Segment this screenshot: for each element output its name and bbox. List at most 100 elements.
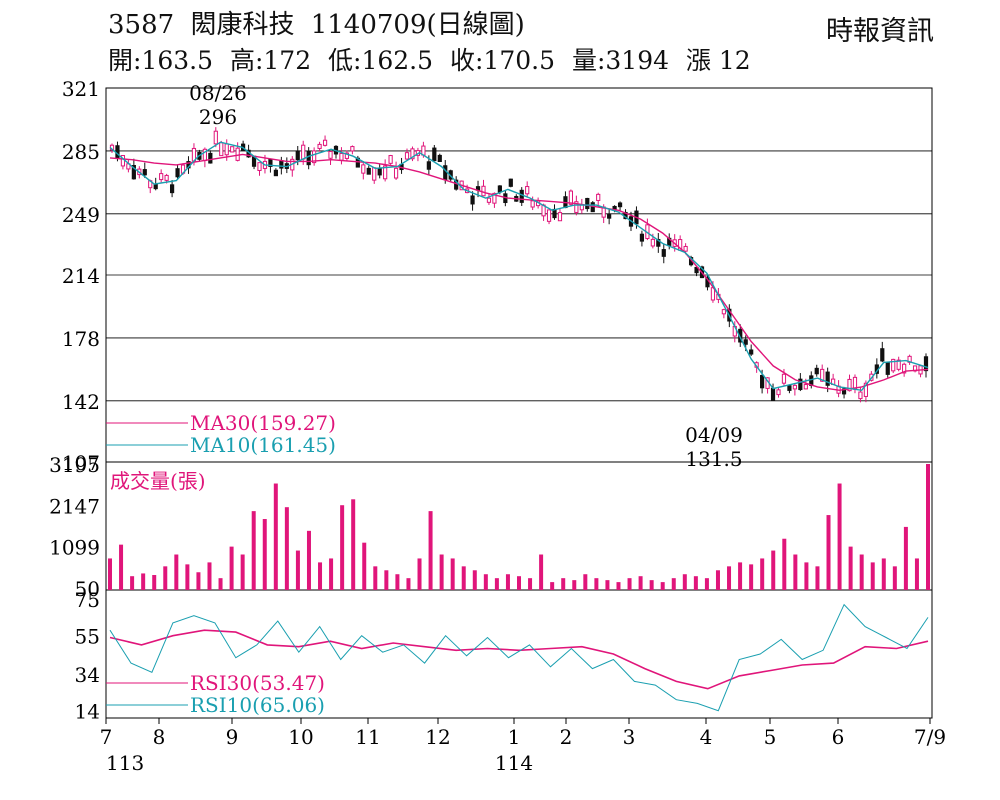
volume-bar — [505, 574, 510, 590]
candle-body — [317, 143, 322, 149]
volume-bar — [771, 550, 776, 590]
candle-body — [279, 160, 284, 169]
low-value-label: 131.5 — [685, 447, 742, 471]
volume-bar — [804, 562, 809, 590]
candle-body — [694, 266, 699, 274]
volume-bar — [494, 578, 499, 590]
candle-body — [169, 184, 175, 194]
volume-bar — [395, 574, 400, 590]
volume-bar — [682, 574, 687, 590]
quote-high: 高:172 — [229, 46, 312, 75]
candle-body — [372, 167, 377, 181]
candle-body — [322, 139, 328, 146]
candle-body — [257, 162, 262, 171]
candle-body — [885, 362, 890, 375]
volume-bar — [318, 562, 323, 590]
volume-bar — [594, 578, 599, 590]
volume-bar — [295, 550, 300, 590]
rsi-tick-label: 34 — [75, 663, 100, 687]
price-tick-label: 249 — [62, 203, 100, 227]
candle-body — [656, 238, 661, 247]
volume-bar — [108, 558, 112, 590]
volume-bar — [450, 558, 455, 590]
x-tick-label: 6 — [832, 725, 845, 749]
candle-body — [426, 161, 431, 170]
candle-body — [328, 150, 333, 159]
quote-open: 開:163.5 — [108, 46, 213, 75]
ma-line-ma10 — [109, 141, 929, 392]
volume-bar — [870, 562, 875, 590]
volume-bar — [671, 578, 676, 590]
volume-bar — [528, 578, 533, 590]
volume-bar — [627, 578, 632, 590]
volume-bar — [262, 519, 267, 590]
volume-bar — [826, 515, 831, 590]
volume-tick-label: 2147 — [49, 494, 100, 518]
volume-bar — [815, 566, 820, 590]
candle-body — [880, 348, 885, 362]
volume-bar — [384, 570, 389, 590]
candle-body — [213, 130, 218, 145]
volume-bar — [914, 558, 919, 590]
price-tick-label: 142 — [62, 390, 100, 414]
candle-body — [525, 186, 530, 195]
quote-volume: 量:3194 — [571, 46, 669, 75]
volume-bar — [550, 582, 555, 590]
quote-close: 收:170.5 — [450, 46, 555, 75]
ma-line-ma30 — [109, 153, 929, 392]
volume-bar — [881, 558, 886, 590]
x-tick-label: 4 — [700, 725, 713, 749]
candle-body — [404, 152, 410, 160]
candle-body — [923, 356, 929, 372]
candle-body — [825, 371, 830, 386]
high-value-label: 296 — [199, 105, 237, 129]
candle-body — [792, 384, 797, 390]
candle-body — [366, 167, 371, 175]
volume-bar — [472, 570, 477, 590]
candle-body — [306, 150, 311, 166]
volume-bar — [218, 578, 223, 590]
candle-body — [743, 339, 748, 345]
x-tick-label: 3 — [623, 725, 636, 749]
candle-body — [350, 146, 355, 152]
candle-body — [142, 169, 147, 176]
candle-body — [820, 368, 825, 382]
volume-bar — [174, 554, 179, 590]
volume-bar — [483, 574, 488, 590]
volume-bar — [428, 511, 433, 590]
volume-bar — [727, 566, 732, 590]
x-tick-label: 2 — [560, 725, 573, 749]
volume-bar — [561, 578, 566, 590]
volume-bar — [251, 511, 256, 590]
candle-body — [339, 152, 344, 161]
candle-body — [607, 214, 612, 219]
candle-body — [388, 155, 393, 164]
volume-bar — [660, 582, 665, 590]
candle-body — [760, 374, 765, 389]
x-tick-label: 1 — [508, 725, 521, 749]
candle-body — [568, 190, 573, 205]
candle-body — [230, 146, 235, 153]
candle-body — [312, 150, 317, 164]
volume-bar — [273, 483, 278, 590]
candle-body — [596, 193, 601, 201]
candle-body — [617, 202, 623, 208]
stock-name: 閎康科技 — [190, 10, 295, 40]
candle-body — [798, 378, 803, 391]
price-tick-label: 107 — [62, 451, 100, 475]
volume-bar — [362, 542, 367, 590]
volume-bar — [738, 562, 743, 590]
candle-body — [585, 197, 590, 210]
volume-bar — [837, 483, 842, 590]
x-tick-label: 8 — [153, 725, 166, 749]
legend-ma30: MA30(159.27) — [190, 411, 336, 435]
volume-bar — [583, 574, 588, 590]
quote-change: 漲 12 — [685, 46, 751, 75]
volume-bar — [605, 580, 610, 590]
candle-body — [814, 367, 819, 375]
volume-bar — [616, 582, 621, 590]
rsi-tick-label: 14 — [75, 700, 100, 724]
candle-body — [481, 185, 486, 197]
x-tick-label: 10 — [288, 725, 313, 749]
